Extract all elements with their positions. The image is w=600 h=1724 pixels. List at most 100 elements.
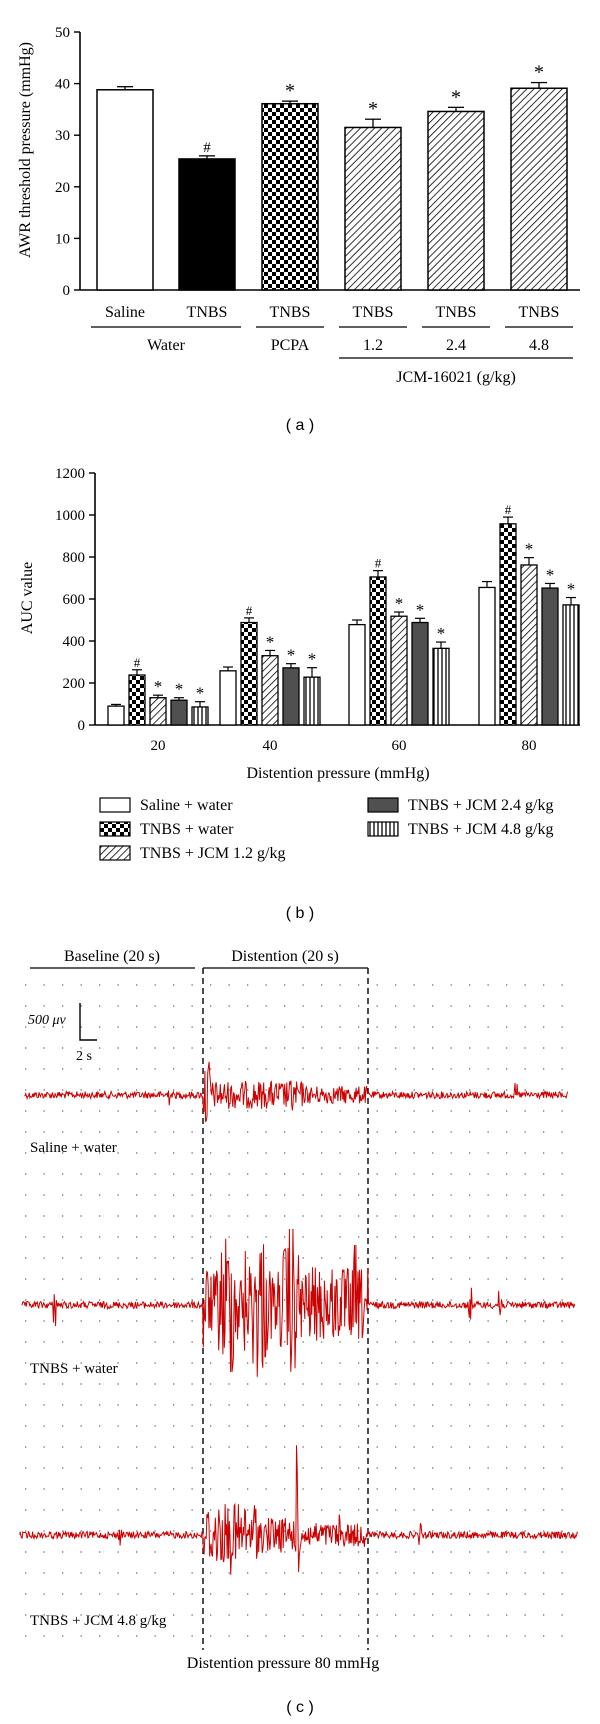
panel-a-bar	[427, 110, 485, 291]
panel-b-bar	[261, 655, 279, 726]
panel-b-significance-marker: #	[505, 502, 512, 517]
panel-b-significance-marker: #	[134, 655, 141, 670]
panel-b-bar	[541, 587, 559, 726]
panel-a-ytick-label: 40	[55, 77, 70, 93]
baseline-label: Baseline (20 s)	[64, 948, 160, 965]
panel-b-category-label: 80	[522, 738, 537, 754]
legend-swatch	[367, 821, 399, 837]
panel-b-significance-marker: *	[266, 632, 275, 651]
trace-label-saline: Saline + water	[30, 1140, 117, 1156]
panel-b-significance-marker: *	[175, 680, 184, 699]
panel-b-bar	[219, 670, 237, 726]
panel-a-bar	[510, 87, 568, 291]
panel-a-bar	[96, 89, 154, 291]
panel-a-group-label: 1.2	[363, 337, 383, 354]
panel-b-significance-marker: *	[308, 650, 317, 669]
panel-b-bar	[170, 699, 188, 726]
panel-b-xlabel: Distention pressure (mmHg)	[246, 765, 429, 782]
trace-label-jcm: TNBS + JCM 4.8 g/kg	[30, 1613, 167, 1629]
panel-b-ytick-label: 200	[63, 676, 86, 692]
panel-b-significance-marker: *	[196, 684, 205, 703]
panel-b-ylabel: AUC value	[19, 562, 36, 634]
scale-voltage-label: 500 μv	[28, 1013, 67, 1028]
emg-trace-jcm	[19, 1445, 578, 1575]
distention-label: Distention (20 s)	[231, 948, 339, 965]
panel-b-bar	[390, 615, 408, 726]
panel-b-ytick-label: 600	[63, 592, 86, 608]
panel-b-ytick-label: 1200	[55, 466, 85, 482]
emg-trace-tnbs	[21, 1228, 576, 1377]
panel-a-group-label: 4.8	[529, 337, 549, 354]
panel-a-ytick-label: 0	[63, 283, 71, 299]
panel-a-group-label: 2.4	[446, 337, 466, 354]
panel-a-supergroup-label: JCM-16021 (g/kg)	[396, 369, 516, 386]
panel-a-category-label: TNBS	[187, 304, 228, 321]
panel-a-bar	[344, 126, 402, 291]
panel-b-bar	[369, 576, 387, 726]
panel-b-bar	[348, 623, 366, 726]
panel-a-ytick-label: 50	[55, 25, 70, 41]
panel-a-category-label: TNBS	[353, 304, 394, 321]
panel-b-bar	[149, 697, 167, 726]
panel-b-bar	[411, 621, 429, 726]
panel-b-legend: Saline + water TNBS + water TNBS + JCM 1.2…	[99, 797, 554, 862]
panel-a-group-label: PCPA	[271, 337, 310, 354]
panel-b-significance-marker: *	[546, 565, 555, 584]
legend-label: TNBS + JCM 1.2 g/kg	[140, 845, 286, 862]
panel-b-bar	[520, 564, 538, 726]
panel-b-significance-marker: *	[416, 600, 425, 619]
legend-swatch	[99, 845, 131, 861]
panel-b-label: ( b )	[286, 905, 314, 922]
panel-a-significance-marker: *	[451, 86, 461, 108]
legend-swatch	[99, 821, 131, 837]
panel-b-bar	[240, 621, 258, 726]
panel-b-bar	[303, 676, 321, 726]
panel-b-bar	[562, 604, 580, 726]
panel-a-chart: AWR threshold pressure (mmHg) 0 10 20 30 40 5…	[17, 25, 580, 434]
panel-b-bar	[432, 647, 450, 726]
panel-a-category-label: TNBS	[436, 304, 477, 321]
panel-a-ytick-label: 30	[55, 128, 70, 144]
panel-b-significance-marker: *	[567, 580, 576, 599]
legend-label: Saline + water	[140, 797, 233, 814]
panel-b-ytick-label: 400	[63, 634, 86, 650]
panel-b-bar	[282, 667, 300, 726]
panel-b-bar	[128, 674, 146, 726]
panel-a-significance-marker: #	[203, 140, 211, 156]
panel-b-bar	[499, 523, 517, 726]
panel-b-ytick-label: 0	[78, 718, 86, 734]
panel-b-significance-marker: #	[246, 603, 253, 618]
panel-b-ytick-label: 800	[63, 550, 86, 566]
scale-time-label: 2 s	[76, 1049, 92, 1064]
panel-c-footer: Distention pressure 80 mmHg	[187, 1655, 379, 1672]
panel-b-bar	[478, 586, 496, 726]
panel-a-significance-marker: *	[534, 62, 544, 84]
legend-label: TNBS + JCM 2.4 g/kg	[408, 797, 554, 814]
panel-a-ytick-label: 10	[55, 231, 70, 247]
panel-a-ytick-label: 20	[55, 180, 70, 196]
trace-label-tnbs: TNBS + water	[30, 1361, 118, 1377]
panel-b-bar	[107, 705, 125, 726]
panel-a-bar	[178, 158, 236, 291]
panel-b-significance-marker: *	[154, 677, 163, 696]
legend-label: TNBS + JCM 4.8 g/kg	[408, 821, 554, 838]
panel-b-category-label: 60	[392, 738, 407, 754]
legend-swatch	[367, 797, 399, 813]
emg-trace-saline	[24, 1061, 568, 1123]
scale-bar	[79, 1003, 97, 1041]
panel-a-label: ( a )	[286, 417, 314, 434]
panel-a-significance-marker: *	[368, 98, 378, 120]
panel-c-emg: Baseline (20 s) Distention (20 s) 500 μv…	[19, 948, 578, 1716]
panel-a-ylabel: AWR threshold pressure (mmHg)	[17, 42, 34, 258]
panel-a-group-label: Water	[147, 337, 185, 354]
panel-a-category-label: TNBS	[270, 304, 311, 321]
panel-b-significance-marker: *	[395, 594, 404, 613]
panel-b-significance-marker: #	[375, 556, 382, 571]
legend-swatch	[99, 797, 131, 813]
panel-b-significance-marker: *	[287, 646, 296, 665]
panel-a-category-label: Saline	[105, 304, 145, 321]
panel-a-significance-marker: *	[285, 80, 295, 102]
panel-a-category-label: TNBS	[519, 304, 560, 321]
panel-b-significance-marker: *	[525, 540, 534, 559]
